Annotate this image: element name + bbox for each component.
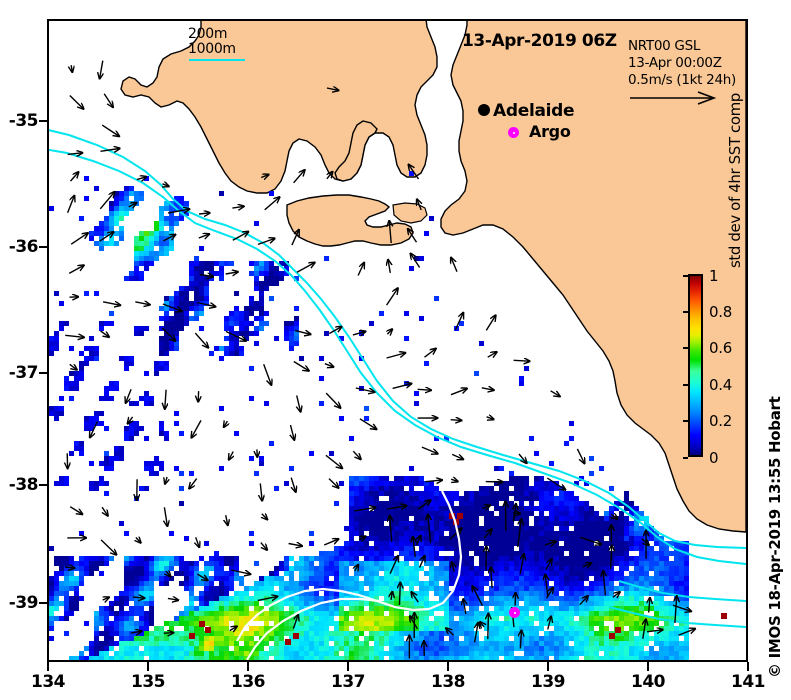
x-axis-label: 138 <box>431 672 466 692</box>
coastline-land-layer <box>120 21 746 533</box>
colorbar-tick <box>683 275 688 277</box>
sst-front-contour-layer <box>236 490 463 660</box>
adelaide-city-label: Adelaide <box>493 101 575 121</box>
adelaide-city-dot-icon <box>478 104 490 116</box>
colorbar-title: std dev of 4hr SST comp <box>726 93 744 268</box>
front-contour-west <box>246 597 380 660</box>
contour-shelf-south-2 <box>608 606 746 628</box>
copyright-notice: © IMOS 18-Apr-2019 13:55 Hobart <box>766 396 784 678</box>
vector-scale-legend: NRT00 GSL 13-Apr 00:00Z 0.5m/s (1kt 24h) <box>628 38 736 106</box>
colorbar-tick <box>683 347 688 349</box>
colorbar-tick <box>683 311 688 313</box>
ocean-current-vectors <box>49 60 746 659</box>
map-plot-area[interactable] <box>47 19 748 662</box>
vector-legend-line2: 13-Apr 00:00Z <box>628 55 722 71</box>
x-axis-label: 137 <box>331 672 366 692</box>
y-tick <box>39 602 48 604</box>
argo-float-marker-data[interactable] <box>509 607 520 618</box>
x-axis-label: 135 <box>131 672 166 692</box>
colorbar-tick-label: 0.8 <box>709 303 732 321</box>
contour-200m <box>49 129 746 549</box>
x-tick <box>147 662 149 671</box>
y-axis-label: -37 <box>8 363 39 383</box>
argo-legend-label: Argo <box>529 122 571 141</box>
land-yorke-peninsula <box>334 120 378 182</box>
x-tick <box>647 662 649 671</box>
vector-legend-line1: NRT00 GSL <box>628 38 701 54</box>
x-tick <box>47 662 49 671</box>
colorbar-tick-label: 0.2 <box>709 412 732 430</box>
depth-legend-200m: 200m <box>188 26 228 42</box>
colorbar-tick <box>683 384 688 386</box>
y-axis-label: -36 <box>8 237 39 257</box>
depth-legend-contour-swatch <box>189 59 245 61</box>
y-axis-label: -39 <box>8 593 39 613</box>
x-axis-label: 139 <box>531 672 566 692</box>
y-tick <box>39 246 48 248</box>
land-south-australia-mainland <box>440 21 746 533</box>
colorbar-tick <box>683 457 688 459</box>
x-axis-label: 141 <box>731 672 766 692</box>
x-tick <box>747 662 749 671</box>
depth-legend-1000m: 1000m <box>188 41 236 57</box>
y-tick <box>39 484 48 486</box>
colorbar-tick-label: 0.6 <box>709 339 732 357</box>
colorbar-gradient <box>688 274 703 457</box>
colorbar-tick-label: 1 <box>709 267 719 285</box>
vector-legend-line3: 0.5m/s (1kt 24h) <box>628 72 736 88</box>
y-axis-label: -35 <box>8 111 39 131</box>
y-tick <box>39 372 48 374</box>
map-clip <box>49 21 746 660</box>
x-axis-label: 136 <box>231 672 266 692</box>
figure-title: 13-Apr-2019 06Z <box>462 31 617 51</box>
x-axis-label: 140 <box>631 672 666 692</box>
contour-1000m <box>49 148 746 565</box>
colorbar-tick-label: 0 <box>709 449 719 467</box>
x-tick <box>247 662 249 671</box>
colorbar-tick-label: 0.4 <box>709 376 732 394</box>
front-contour-loop <box>236 490 463 642</box>
x-tick <box>547 662 549 671</box>
x-tick <box>447 662 449 671</box>
x-axis-label: 134 <box>31 672 66 692</box>
land-kangaroo-island <box>286 194 414 247</box>
colorbar-tick <box>683 420 688 422</box>
y-tick <box>39 120 48 122</box>
vector-scale-arrow-icon <box>630 91 717 105</box>
argo-float-legend-icon <box>508 127 519 138</box>
x-tick <box>347 662 349 671</box>
land-small-island <box>392 202 428 224</box>
y-axis-label: -38 <box>8 475 39 495</box>
